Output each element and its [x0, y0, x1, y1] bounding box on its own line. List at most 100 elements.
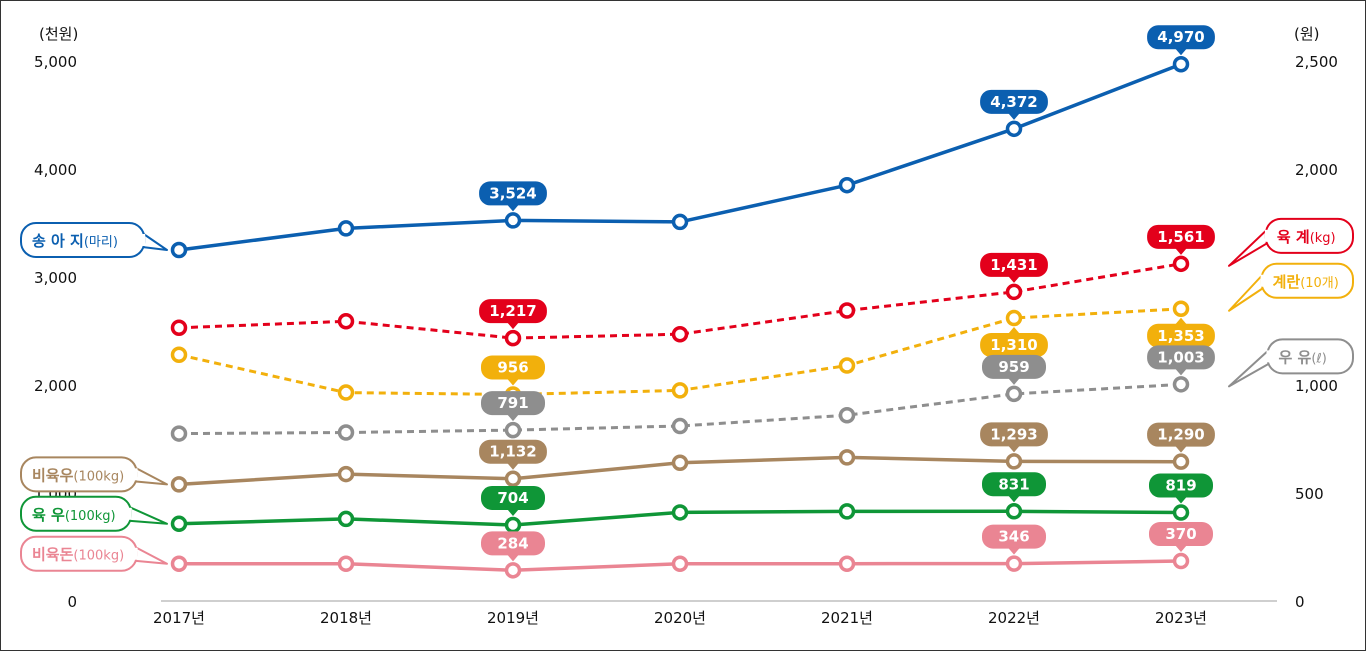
data-point	[671, 417, 689, 435]
data-point	[504, 516, 522, 534]
x-tick-label: 2023년	[1155, 609, 1207, 627]
legend-pointer	[1228, 348, 1271, 388]
data-point	[1005, 453, 1023, 470]
data-label-bubble	[479, 299, 547, 324]
data-label: 1,561	[1147, 224, 1215, 255]
right-tick-label: 2,000	[1295, 161, 1338, 179]
data-label-bubble	[481, 485, 545, 510]
legend-label-unit: (마리)	[84, 235, 118, 250]
data-label-text: 370	[1165, 525, 1196, 543]
data-label-text: 4,970	[1157, 28, 1204, 46]
legend-label: 비육돈(100kg)	[32, 546, 124, 564]
left-axis-unit: (천원)	[39, 25, 78, 43]
data-point	[671, 382, 689, 399]
data-point	[337, 465, 355, 483]
data-label-bubble	[1147, 422, 1215, 447]
data-label-bubble	[481, 531, 545, 556]
data-point	[170, 319, 188, 337]
x-tick-label: 2019년	[487, 609, 539, 627]
legend-entry: 비육돈(100kg)	[20, 535, 168, 572]
data-label-text: 819	[1165, 477, 1196, 495]
data-point	[838, 406, 856, 424]
data-point	[337, 220, 355, 237]
data-label-bubble	[1147, 224, 1215, 249]
data-point	[1172, 552, 1190, 570]
legend-label-main: 비육돈	[32, 546, 74, 564]
data-point	[170, 555, 188, 572]
data-point	[838, 176, 856, 194]
data-point	[170, 476, 188, 493]
data-label-bubble	[1147, 323, 1215, 348]
data-point	[337, 384, 355, 401]
legend-label: 송 아 지(마리)	[32, 232, 118, 250]
legend-entry: 우 유(ℓ)	[1228, 338, 1354, 388]
data-label-pointer	[1175, 496, 1187, 504]
data-point	[1172, 453, 1190, 470]
data-label-pointer	[507, 462, 519, 470]
data-point	[1005, 555, 1023, 572]
data-label: 956	[481, 355, 545, 386]
legend-entry: 송 아 지(마리)	[20, 222, 168, 258]
data-label-bubble	[980, 252, 1048, 277]
data-label: 1,353	[1147, 317, 1215, 348]
data-point	[1005, 503, 1023, 520]
data-label-bubble	[479, 181, 547, 206]
legend-label-unit: (100kg)	[73, 549, 124, 564]
legend-joint	[1260, 274, 1266, 287]
right-tick-label: 2,500	[1295, 53, 1338, 71]
data-label-pointer	[1175, 368, 1187, 376]
data-label-bubble	[481, 391, 545, 416]
x-tick-label: 2021년	[821, 609, 873, 627]
data-labels-layer: 3,524 4,372 4,970 1,217 1,431 1,561 956 1,310 1,…	[479, 25, 1215, 562]
legend-entry: 비육우(100kg)	[20, 456, 168, 493]
legend-label-main: 비육우	[32, 466, 74, 484]
data-label-pointer	[1175, 48, 1187, 56]
data-label-bubble	[982, 472, 1046, 497]
data-point	[1172, 504, 1190, 521]
series-3	[170, 376, 1190, 442]
data-label-text: 1,561	[1157, 228, 1204, 246]
legend-layer: 송 아 지(마리) 육 계(kg)계란(10개)우 유(ℓ)비육우(100kg)육…	[20, 217, 1355, 572]
data-label-text: 959	[998, 358, 1029, 376]
data-label-text: 1,310	[990, 336, 1037, 354]
data-label-pointer	[1008, 112, 1020, 120]
data-label-bubble	[1149, 522, 1213, 547]
data-label-pointer	[1175, 445, 1187, 453]
data-label-bubble	[481, 355, 545, 380]
legend-label-unit: (10개)	[1300, 276, 1339, 291]
data-point	[838, 449, 856, 466]
data-label: 4,372	[980, 89, 1048, 120]
data-point	[671, 504, 689, 521]
legend-entry: 육 계(kg)	[1228, 217, 1355, 267]
data-point	[671, 555, 689, 572]
data-label: 4,970	[1147, 25, 1215, 56]
data-label-pointer	[507, 414, 519, 422]
data-label-text: 1,132	[489, 443, 536, 461]
data-label: 1,310	[980, 327, 1048, 358]
data-label-pointer	[1175, 545, 1187, 553]
data-point	[838, 357, 856, 374]
data-label: 370	[1149, 522, 1213, 553]
data-point	[671, 213, 689, 231]
legend-pointer	[1228, 272, 1265, 312]
legend-pointer	[133, 545, 168, 565]
legend-label: 계란(10개)	[1273, 273, 1339, 291]
data-point	[504, 421, 522, 439]
data-label-pointer	[1008, 547, 1020, 555]
legend-label: 우 유(ℓ)	[1279, 348, 1327, 366]
x-tick-label: 2018년	[320, 609, 372, 627]
legend-label-main: 육 우	[32, 506, 65, 524]
data-label-pointer	[507, 554, 519, 562]
data-label-text: 284	[497, 534, 528, 552]
data-point	[1172, 255, 1190, 273]
data-point	[1005, 309, 1023, 327]
data-point	[170, 425, 188, 442]
data-label: 1,431	[980, 252, 1048, 283]
data-label-pointer	[507, 322, 519, 330]
data-label-pointer	[1175, 247, 1187, 255]
legend-label-unit: (100kg)	[65, 509, 116, 524]
data-label-text: 3,524	[489, 184, 536, 202]
legend-joint	[140, 234, 146, 246]
data-label-bubble	[1147, 25, 1215, 50]
